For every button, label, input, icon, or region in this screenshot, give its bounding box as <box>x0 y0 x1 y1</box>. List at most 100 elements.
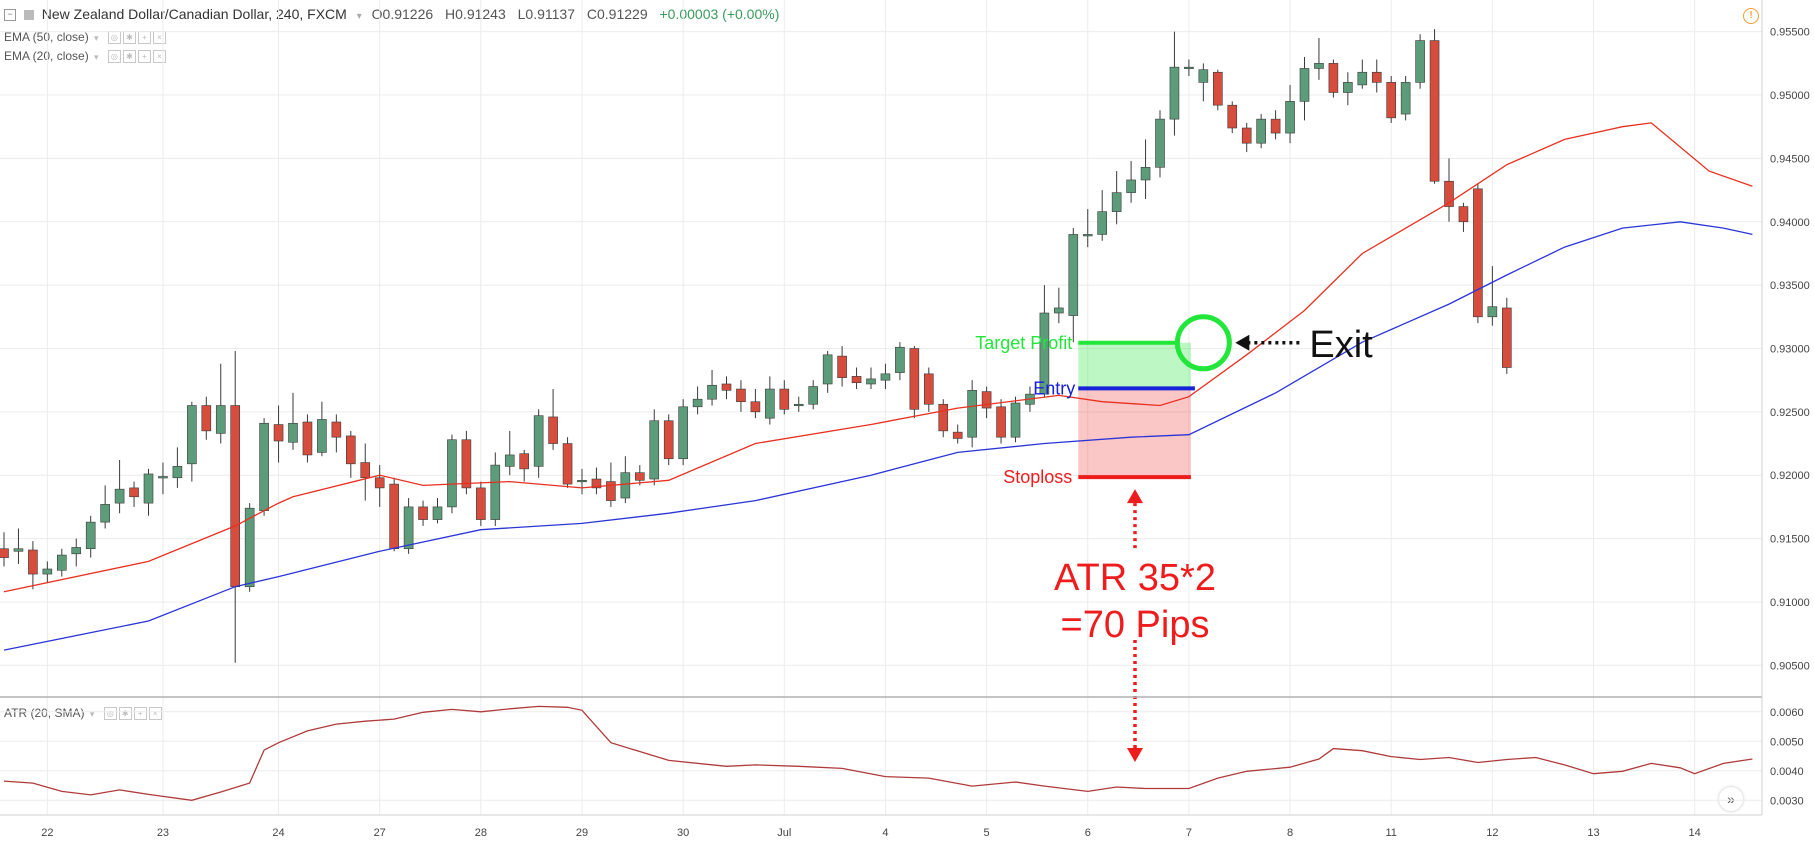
candle-body <box>1400 82 1411 115</box>
candle-body <box>490 464 501 520</box>
candle-body <box>548 416 558 444</box>
bull-candle <box>42 561 53 583</box>
time-tick-label: 8 <box>1287 827 1293 839</box>
gear-icon[interactable]: ✱ <box>122 50 136 64</box>
alert-icon[interactable]: ! <box>1743 8 1759 24</box>
stoploss-label: Stoploss <box>1003 467 1072 487</box>
candle-body <box>1343 82 1353 93</box>
candle-body <box>71 547 82 555</box>
bear-candle <box>851 367 862 390</box>
candle-body <box>822 354 833 385</box>
candle-body <box>1357 71 1368 86</box>
bear-candle <box>923 367 934 412</box>
bull-candle <box>56 548 67 577</box>
candle-body <box>562 443 573 485</box>
candle-body <box>577 479 587 483</box>
collapse-icon[interactable]: − <box>4 9 16 22</box>
bull-candle <box>895 342 905 381</box>
candle-body <box>736 388 746 403</box>
scroll-right-button[interactable]: » <box>1719 787 1743 811</box>
chart-header: − New Zealand Dollar/Canadian Dollar, 24… <box>4 6 779 22</box>
bear-candle <box>909 345 920 419</box>
candle-body <box>13 548 24 552</box>
bear-candle <box>663 414 674 466</box>
eye-icon[interactable]: ◎ <box>103 707 117 721</box>
bear-candle <box>1227 101 1238 134</box>
candle-body <box>765 388 775 419</box>
candle-body <box>0 548 9 558</box>
exit-circle <box>1174 314 1232 372</box>
bear-candle <box>721 376 732 400</box>
candle-body <box>244 507 255 588</box>
target-profit-label: Target Profit <box>975 333 1072 353</box>
plus-icon[interactable]: + <box>137 50 151 64</box>
candle-body <box>504 454 515 467</box>
candle-body <box>28 549 38 575</box>
candle-body <box>1415 40 1425 83</box>
bear-candle <box>736 380 746 412</box>
candle-body <box>750 401 761 413</box>
chevron-down-icon[interactable]: ▾ <box>94 33 99 43</box>
close-icon[interactable]: × <box>148 707 162 721</box>
bull-candle <box>432 498 443 524</box>
bear-candle <box>837 345 847 387</box>
time-tick-label: 12 <box>1486 827 1498 839</box>
bear-candle <box>1458 202 1469 232</box>
bear-candle <box>779 380 790 415</box>
bull-candle <box>967 380 977 448</box>
bull-candle <box>259 418 269 516</box>
bear-candle <box>201 396 212 440</box>
candle-body <box>1068 234 1079 316</box>
time-tick-label: 24 <box>272 827 284 839</box>
atr-tick-label: 0.0060 <box>1770 707 1804 719</box>
chevron-down-icon[interactable]: ▾ <box>94 52 99 62</box>
candle-body <box>678 406 688 460</box>
chevron-down-icon[interactable]: ▾ <box>356 11 362 22</box>
atr-annotation-line1: ATR 35*2 <box>1054 557 1216 599</box>
bear-candle <box>996 399 1006 444</box>
candle-body <box>851 376 862 384</box>
chevron-down-icon[interactable]: ▾ <box>89 709 95 719</box>
bull-candle <box>447 434 457 514</box>
gear-icon[interactable]: ✱ <box>118 707 132 721</box>
bear-candle <box>0 532 9 567</box>
candle-body <box>129 487 139 498</box>
ohlc-low: L0.91137 <box>517 6 575 22</box>
eye-icon[interactable]: ◎ <box>107 50 121 64</box>
candle-body <box>374 477 385 489</box>
target-zone <box>1078 342 1191 389</box>
atr-annotation-line2: =70 Pips <box>1061 604 1210 646</box>
time-tick-label: 27 <box>374 827 386 839</box>
trade-zones <box>1078 342 1191 478</box>
candle-body <box>591 478 602 489</box>
price-tick-label: 0.91500 <box>1770 534 1810 546</box>
bull-candle <box>1314 38 1324 80</box>
atr-pane <box>3 705 1753 801</box>
candle-body <box>158 476 168 479</box>
bull-candle <box>1082 209 1093 248</box>
bull-candle <box>1097 190 1107 241</box>
candle-body <box>476 487 486 520</box>
exit-label: Exit <box>1309 324 1373 366</box>
close-icon[interactable]: × <box>152 50 166 64</box>
time-tick-label: 29 <box>576 827 588 839</box>
candle-body <box>1111 192 1122 212</box>
bull-candle <box>172 447 183 488</box>
candle-body <box>1140 166 1151 181</box>
candle-body <box>1502 307 1512 368</box>
price-tick-label: 0.93000 <box>1770 344 1810 356</box>
bull-candle <box>288 392 298 450</box>
symbol-title[interactable]: New Zealand Dollar/Canadian Dollar, 240,… <box>41 6 347 22</box>
bear-candle <box>1502 297 1512 374</box>
candle-body <box>288 422 298 443</box>
bear-candle <box>1328 59 1339 98</box>
indicator-ema50[interactable]: EMA (50, close) ▾ ◎ ✱ + × <box>4 30 168 45</box>
candle-body <box>707 384 717 400</box>
indicator-atr[interactable]: ATR (20, SMA) ▾ ◎ ✱ + × <box>4 706 164 721</box>
ema-lines <box>3 122 1753 651</box>
indicator-ema20[interactable]: EMA (20, close) ▾ ◎ ✱ + × <box>4 49 168 64</box>
plus-icon[interactable]: + <box>133 707 147 721</box>
candle-body <box>1285 101 1295 134</box>
candle-body <box>1126 179 1136 193</box>
